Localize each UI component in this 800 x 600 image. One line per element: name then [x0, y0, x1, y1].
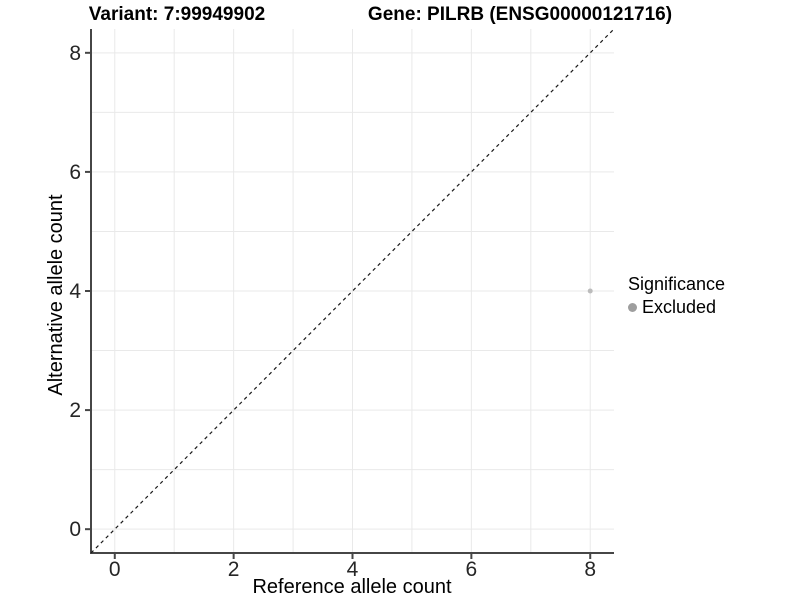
- y-tick-label: 6: [69, 161, 81, 184]
- y-tick-label: 0: [69, 518, 81, 541]
- plot-title-variant: Variant: 7:99949902: [88, 4, 266, 25]
- data-point: [587, 288, 593, 294]
- x-tick-label: 8: [584, 558, 596, 581]
- x-axis-title: Reference allele count: [252, 576, 452, 598]
- legend-item-excluded: Excluded: [628, 298, 725, 316]
- identity-reference-line: [90, 28, 615, 554]
- x-tick-label: 2: [228, 558, 240, 581]
- x-tick-label: 6: [466, 558, 478, 581]
- legend-title: Significance: [628, 274, 726, 294]
- legend-item-label: Excluded: [642, 297, 717, 317]
- legend-key-dot-icon: [628, 302, 637, 312]
- y-axis-title: Alternative allele count: [45, 194, 67, 396]
- legend: Significance Excluded: [628, 275, 725, 316]
- y-tick-label: 2: [69, 399, 81, 422]
- x-tick-label: 4: [347, 558, 359, 581]
- y-tick-label: 4: [69, 280, 81, 303]
- y-tick-label: 8: [69, 42, 81, 65]
- x-tick-label: 0: [109, 558, 121, 581]
- plot-title-gene: Gene: PILRB (ENSG00000121716): [367, 4, 673, 25]
